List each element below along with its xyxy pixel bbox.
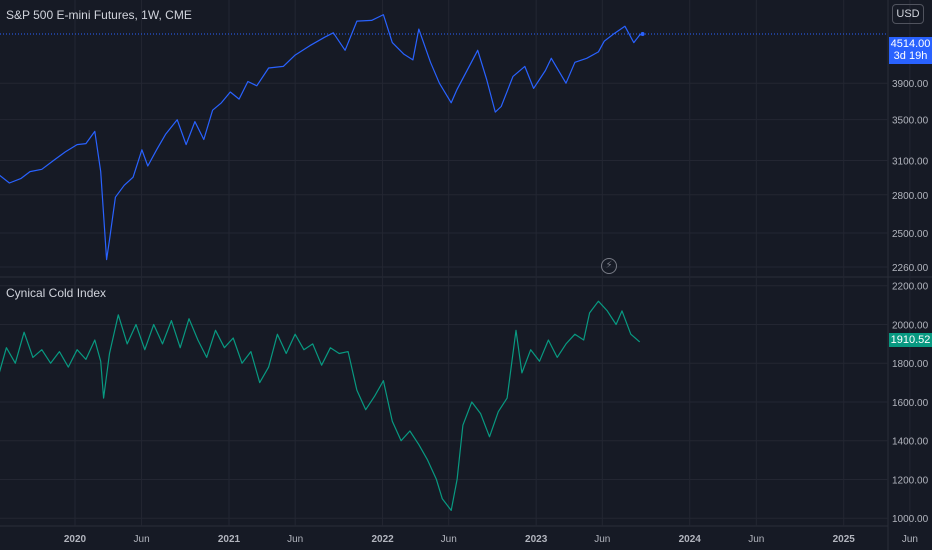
bar-countdown: 3d 19h <box>893 50 928 62</box>
x-tick-label: Jun <box>134 534 150 545</box>
y-tick-label: 2200.00 <box>892 282 929 293</box>
y-tick-label: 2500.00 <box>892 229 929 240</box>
x-tick-label: Jun <box>441 534 457 545</box>
price-pane[interactable] <box>0 14 888 261</box>
flash-icon[interactable]: ⚡ <box>601 258 617 274</box>
y-tick-label: 2000.00 <box>892 320 929 331</box>
y-tick-label: 2800.00 <box>892 191 929 202</box>
y-tick-label: 1000.00 <box>892 514 929 525</box>
x-tick-label: Jun <box>594 534 610 545</box>
x-tick-label: Jun <box>748 534 764 545</box>
symbol-title: S&P 500 E-mini Futures, 1W, CME <box>6 8 192 22</box>
y-tick-label: 1800.00 <box>892 359 929 370</box>
x-tick-label: 2022 <box>371 534 394 545</box>
x-tick-label: 2024 <box>679 534 702 545</box>
indicator-title: Cynical Cold Index <box>6 286 107 300</box>
x-tick-label: 2021 <box>218 534 241 545</box>
axes: 2020 Jun 2021 Jun 2022 Jun 2023 Jun 2024 Jun 2025 J… <box>64 79 929 545</box>
indicator-last-tag: 1910.52 <box>889 333 932 347</box>
x-tick-label: 2025 <box>833 534 856 545</box>
y-tick-label: 3100.00 <box>892 157 929 168</box>
price-series-line[interactable] <box>0 14 643 261</box>
indicator-pane[interactable] <box>0 300 641 511</box>
x-tick-label: 2020 <box>64 534 87 545</box>
indicator-series-line[interactable] <box>0 300 641 511</box>
last-price-dot <box>640 31 645 36</box>
indicator-last-value: 1910.52 <box>890 334 931 346</box>
y-tick-label: 3900.00 <box>892 79 929 90</box>
y-tick-label: 1600.00 <box>892 398 929 409</box>
y-tick-label: 3500.00 <box>892 116 929 127</box>
x-tick-label: Jun <box>287 534 303 545</box>
x-tick-label: 2023 <box>525 534 548 545</box>
y-tick-label: 1400.00 <box>892 437 929 448</box>
x-tick-label: Jun <box>902 534 918 545</box>
last-price-value: 4514.00 <box>890 38 931 50</box>
y-tick-label: 2260.00 <box>892 263 929 274</box>
last-price-tag: 4514.00 3d 19h <box>889 37 932 64</box>
currency-button[interactable]: USD <box>892 4 924 24</box>
y-tick-label: 1200.00 <box>892 475 929 486</box>
